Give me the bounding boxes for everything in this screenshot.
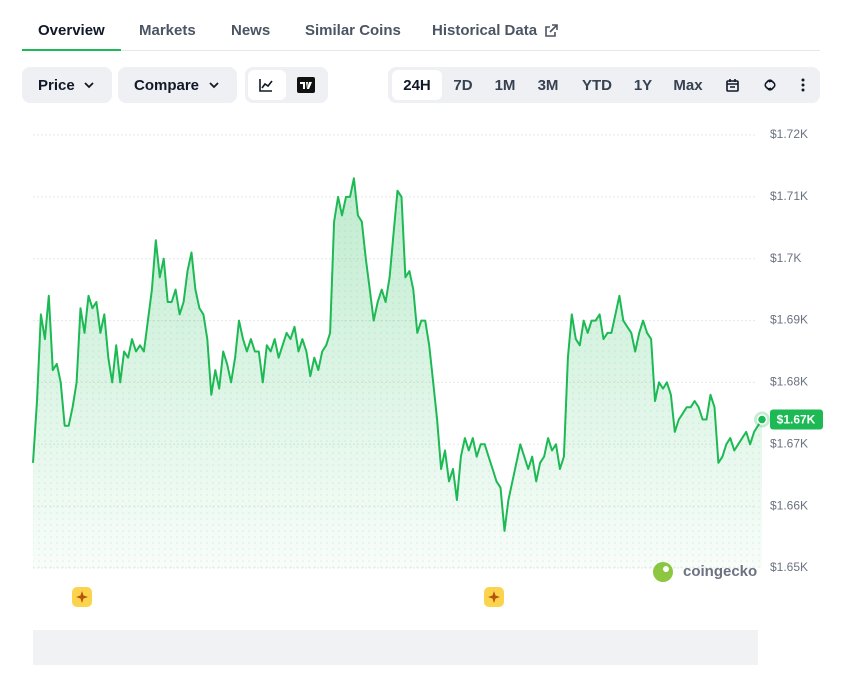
compare-label: Compare (134, 77, 200, 94)
external-link-icon (545, 24, 558, 37)
y-tick-label: $1.67K (770, 436, 808, 450)
current-price-dot (756, 414, 768, 425)
range-button[interactable]: 1Y (633, 77, 653, 94)
tab[interactable]: Historical Data (432, 22, 538, 39)
range-button[interactable]: 7D (453, 77, 473, 94)
tradingview-button[interactable] (297, 77, 315, 93)
range-active-bg (392, 70, 442, 100)
area-dots (33, 178, 762, 569)
calendar-button[interactable] (725, 78, 740, 93)
volume-band (33, 630, 758, 665)
price-label: Price (38, 77, 75, 94)
current-price-label: $1.67K (777, 413, 816, 427)
event-icon (488, 591, 500, 603)
tab[interactable]: News (231, 22, 271, 39)
y-tick-label: $1.71K (770, 189, 808, 203)
link-button[interactable] (761, 77, 779, 93)
chevron (84, 82, 94, 89)
more-button[interactable] (799, 77, 807, 93)
y-tick-label: $1.7K (770, 251, 801, 265)
range-button[interactable]: 3M (537, 77, 559, 94)
tab-bar-line (22, 50, 820, 51)
y-tick-label: $1.68K (770, 375, 808, 389)
y-tick-label: $1.72K (770, 127, 808, 141)
price-line (32, 177, 763, 532)
tab[interactable]: Similar Coins (305, 22, 401, 39)
event-icon (76, 591, 88, 603)
chevron (209, 82, 219, 89)
range-button[interactable]: 24H (403, 77, 431, 94)
active-tab-underline (22, 49, 121, 51)
range-button[interactable]: Max (673, 77, 703, 94)
price-dropdown[interactable] (22, 67, 112, 103)
y-tick-label: $1.69K (770, 313, 808, 327)
range-button[interactable]: 1M (494, 77, 516, 94)
tab[interactable]: Overview (38, 22, 105, 39)
range-group (388, 67, 820, 103)
line-icon (259, 79, 273, 92)
y-tick-label: $1.65K (770, 560, 808, 574)
y-tick-label: $1.66K (770, 498, 808, 512)
tab[interactable]: Markets (139, 22, 196, 39)
current-price-badge (770, 409, 823, 430)
range-button[interactable]: YTD (582, 77, 612, 94)
